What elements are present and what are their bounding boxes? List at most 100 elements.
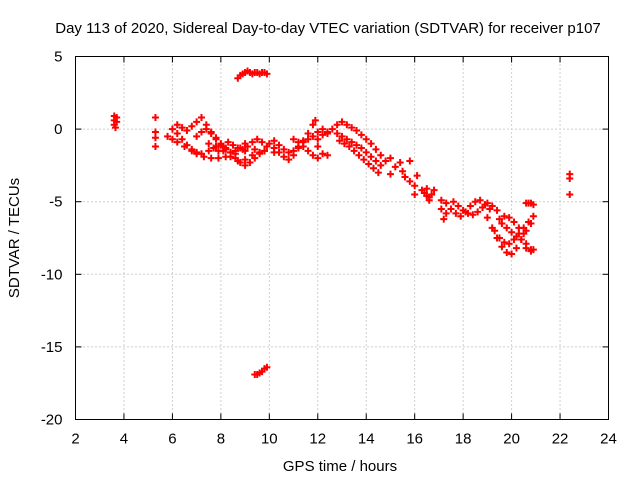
data-point	[365, 160, 373, 168]
data-point	[280, 153, 288, 161]
data-point	[505, 214, 513, 222]
data-point	[280, 145, 288, 153]
data-point	[333, 129, 341, 137]
y-tick-label: 0	[54, 121, 62, 138]
data-point	[500, 212, 508, 220]
data-point	[173, 121, 181, 129]
data-point	[515, 224, 523, 232]
data-point	[508, 228, 516, 236]
y-tick-label: -15	[41, 339, 63, 356]
data-point	[323, 128, 331, 136]
data-point	[350, 147, 358, 155]
data-point	[188, 122, 196, 130]
data-point	[367, 153, 375, 161]
data-point	[525, 218, 533, 226]
data-point	[498, 243, 506, 251]
data-point	[355, 151, 363, 159]
y-axis-label: SDTVAR / TECUs	[6, 178, 23, 298]
data-point	[396, 158, 404, 166]
x-tick-label: 6	[168, 431, 176, 448]
data-point	[270, 144, 278, 152]
data-point	[466, 202, 474, 210]
data-point	[529, 201, 537, 209]
data-point	[348, 124, 356, 132]
data-point	[314, 135, 322, 143]
data-point	[413, 172, 421, 180]
y-tick-label: -20	[41, 412, 63, 429]
x-tick-label: 18	[455, 431, 472, 448]
data-point	[323, 151, 331, 159]
data-point	[369, 164, 377, 172]
data-point	[205, 140, 213, 148]
data-point	[442, 199, 450, 207]
data-point	[457, 212, 465, 220]
x-axis-label: GPS time / hours	[283, 458, 397, 475]
x-tick-label: 12	[309, 431, 326, 448]
data-points	[110, 67, 574, 378]
data-point	[256, 150, 264, 158]
data-point	[227, 148, 235, 156]
data-point	[260, 147, 268, 155]
plot-frame	[75, 56, 609, 420]
data-point	[377, 151, 385, 159]
data-point	[197, 128, 205, 136]
data-point	[566, 190, 574, 198]
chart-title: Day 113 of 2020, Sidereal Day-to-day VTE…	[55, 20, 601, 37]
x-tick-label: 16	[406, 431, 423, 448]
data-point	[406, 177, 414, 185]
data-point	[244, 143, 252, 151]
data-point	[353, 127, 361, 135]
data-point	[512, 244, 520, 252]
data-point	[372, 157, 380, 165]
y-tick-label: -10	[41, 266, 63, 283]
data-point	[309, 121, 317, 129]
data-point	[285, 156, 293, 164]
data-point	[241, 161, 249, 169]
grid-lines	[75, 56, 609, 420]
x-tick-label: 20	[503, 431, 520, 448]
data-point	[111, 124, 119, 132]
data-point	[411, 182, 419, 190]
data-point	[263, 70, 271, 78]
data-point	[495, 234, 503, 242]
y-tick-label: -5	[49, 194, 62, 211]
data-point	[493, 206, 501, 214]
data-point	[517, 235, 525, 243]
data-point	[251, 154, 259, 162]
data-point	[512, 233, 520, 241]
data-point	[440, 215, 448, 223]
x-tick-label: 24	[600, 431, 617, 448]
data-point	[178, 124, 186, 132]
data-point	[309, 132, 317, 140]
data-point	[212, 134, 220, 142]
data-point	[491, 227, 499, 235]
data-point	[386, 154, 394, 162]
data-point	[452, 209, 460, 217]
data-point	[476, 196, 484, 204]
data-point	[304, 147, 312, 155]
data-point	[173, 138, 181, 146]
data-point	[503, 224, 511, 232]
data-point	[314, 143, 322, 151]
data-point	[275, 141, 283, 149]
data-point	[442, 209, 450, 217]
data-point	[399, 167, 407, 175]
data-point	[234, 144, 242, 152]
data-point	[406, 157, 414, 165]
data-point	[411, 190, 419, 198]
data-point	[258, 138, 266, 146]
data-point	[495, 215, 503, 223]
data-point	[151, 134, 159, 142]
axis-ticks	[75, 56, 609, 420]
data-point	[275, 148, 283, 156]
data-point	[294, 138, 302, 146]
data-point	[304, 135, 312, 143]
data-point	[357, 131, 365, 139]
data-point	[367, 140, 375, 148]
data-point	[168, 125, 176, 133]
data-point	[454, 202, 462, 210]
data-point	[168, 135, 176, 143]
data-point	[188, 145, 196, 153]
data-point	[214, 147, 222, 155]
